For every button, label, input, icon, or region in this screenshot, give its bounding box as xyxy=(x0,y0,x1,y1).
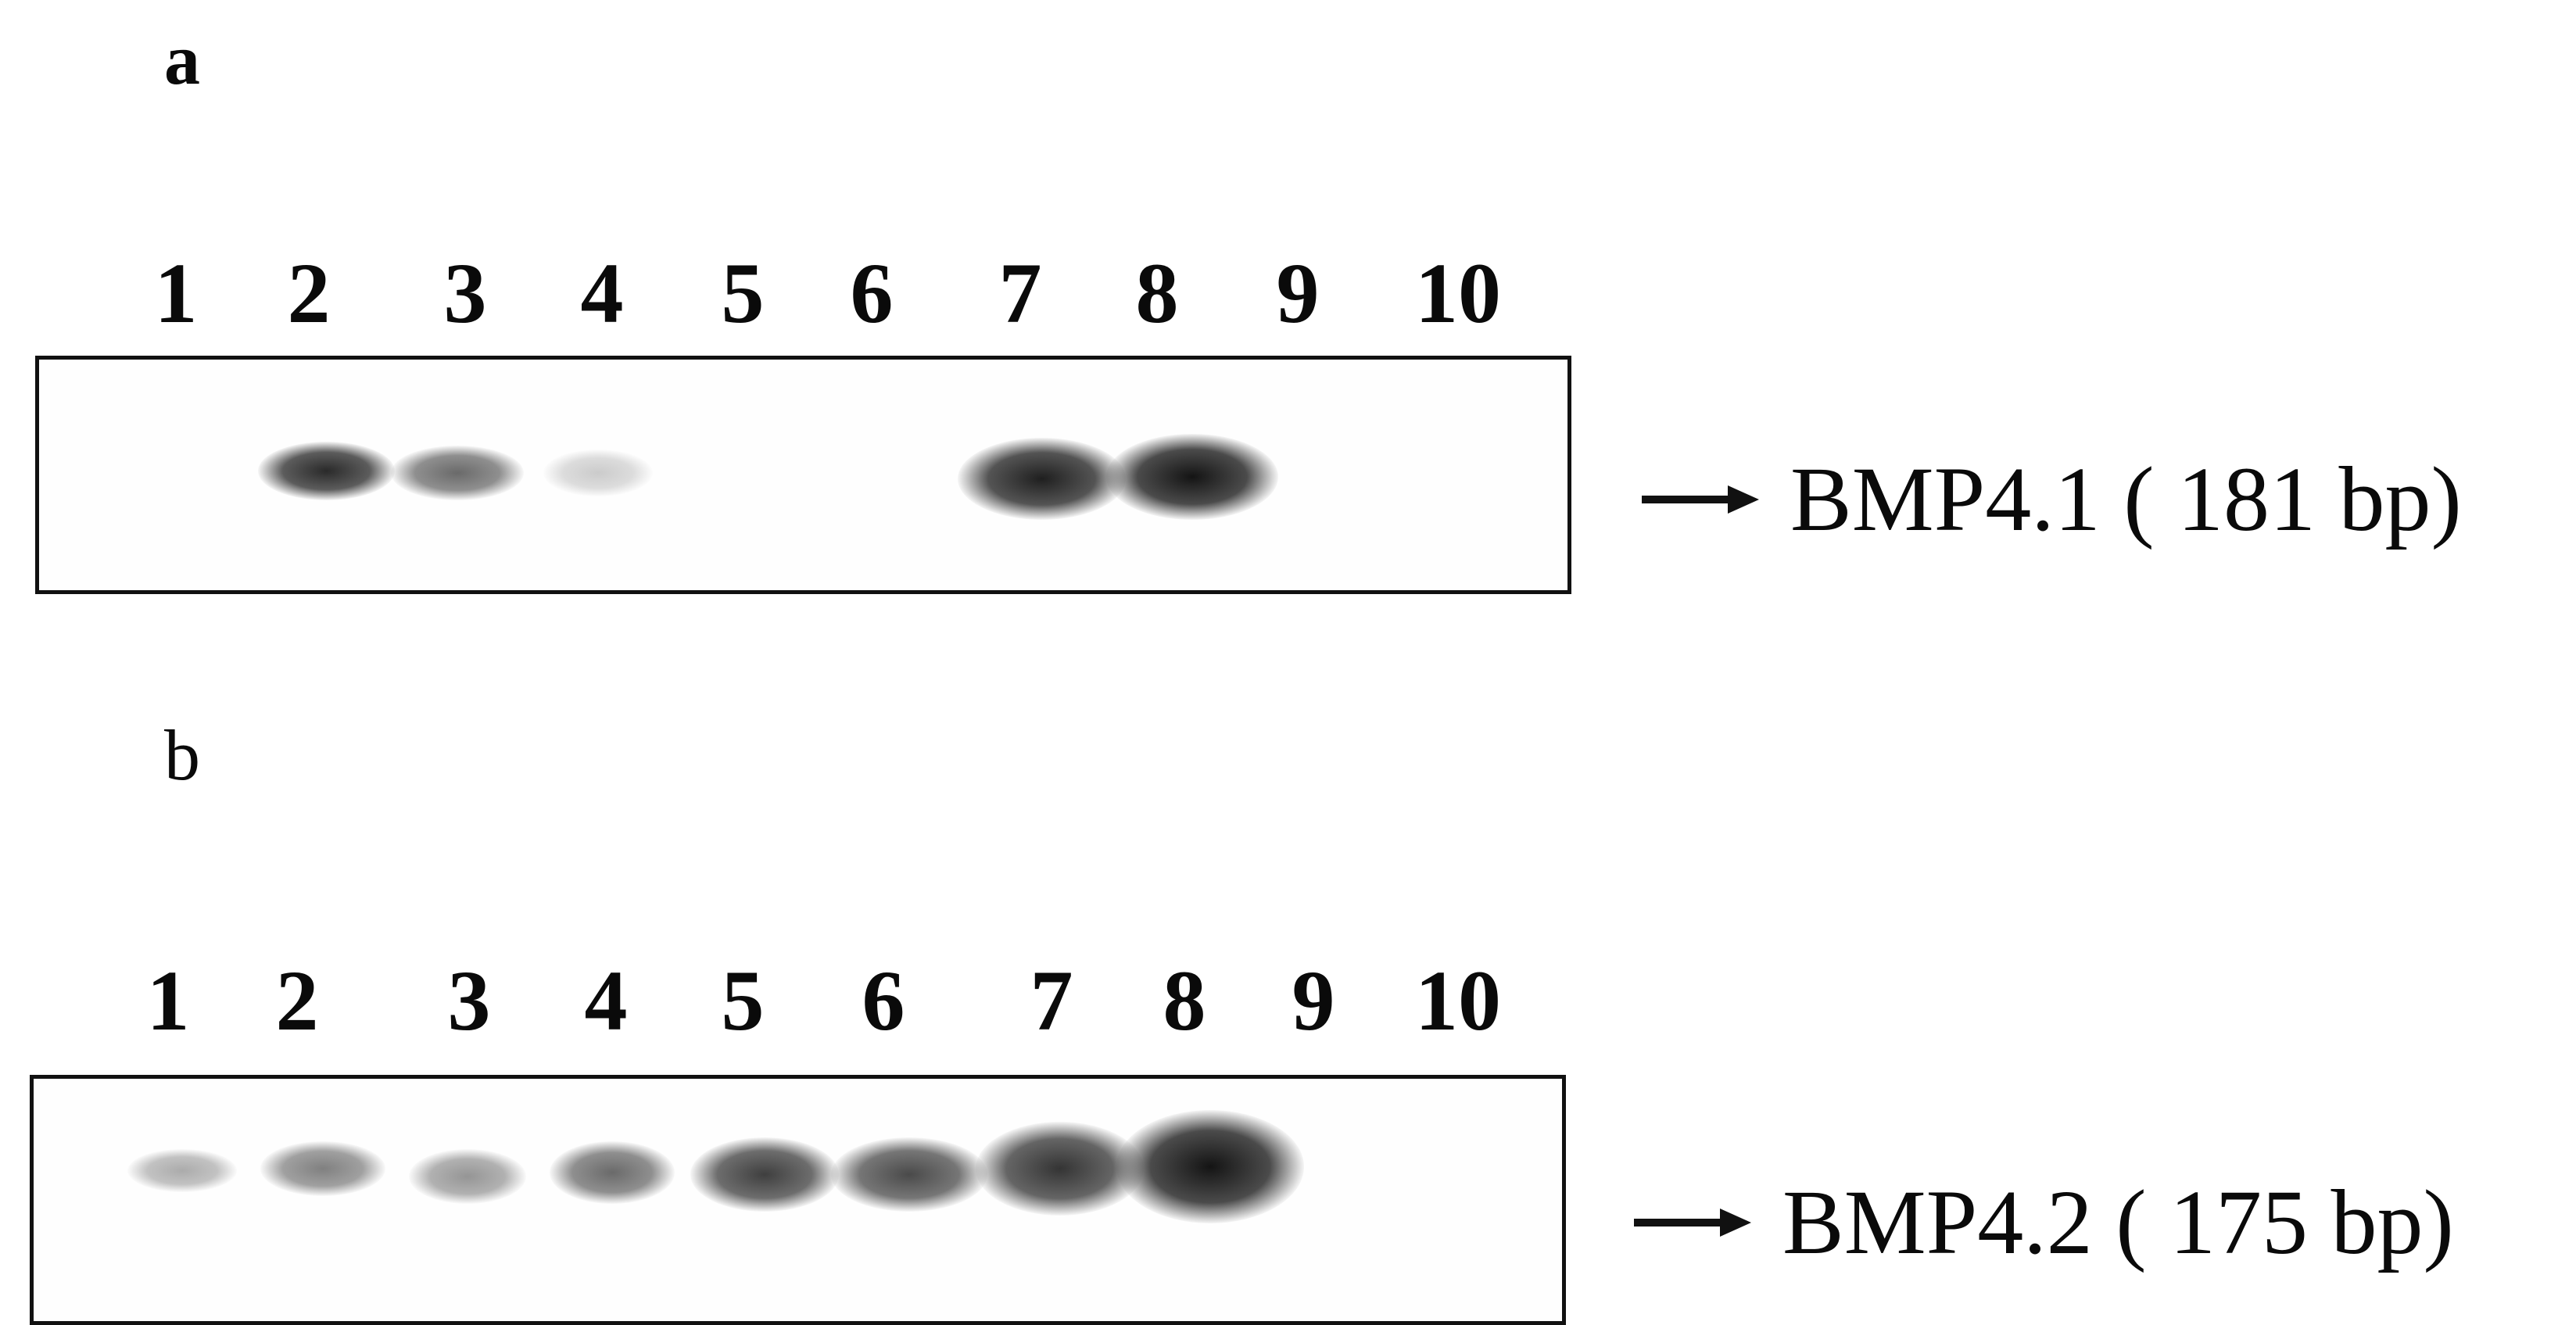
band-lane-7 xyxy=(958,438,1126,520)
lane-number: 1 xyxy=(154,245,198,341)
band-lane-3 xyxy=(409,1149,526,1204)
lane-number: 5 xyxy=(721,953,765,1048)
band-lane-8 xyxy=(1116,1110,1304,1223)
lane-number: 7 xyxy=(998,245,1042,341)
panel-b-band-label: BMP4.2 ( 175 bp) xyxy=(1634,1176,2454,1269)
band-lane-2 xyxy=(258,442,395,500)
arrow-right-icon xyxy=(1642,485,1759,514)
lane-number: 10 xyxy=(1415,245,1501,341)
panel-b-lane-numbers: 1 2 3 4 5 6 7 8 9 10 xyxy=(0,958,1642,1044)
lane-number: 6 xyxy=(850,245,894,341)
band-lane-8 xyxy=(1106,434,1278,520)
band-lane-2 xyxy=(260,1141,385,1196)
band-lane-4 xyxy=(543,449,653,496)
panel-a-band-label: BMP4.1 ( 181 bp) xyxy=(1642,453,2462,546)
lane-number: 10 xyxy=(1415,953,1501,1048)
lane-number: 9 xyxy=(1292,953,1335,1048)
lane-number: 8 xyxy=(1163,953,1206,1048)
band-label-text: BMP4.1 ( 181 bp) xyxy=(1790,448,2462,550)
panel-a-letter: a xyxy=(164,20,200,99)
band-lane-6 xyxy=(831,1137,987,1212)
band-lane-3 xyxy=(391,446,524,500)
lane-number: 3 xyxy=(447,953,491,1048)
gel-panel-b xyxy=(30,1075,1566,1325)
lane-number: 2 xyxy=(275,953,319,1048)
arrow-right-icon xyxy=(1634,1209,1751,1237)
lane-number: 5 xyxy=(721,245,765,341)
lane-number: 1 xyxy=(146,953,190,1048)
lane-number: 2 xyxy=(287,245,331,341)
gel-panel-a xyxy=(35,356,1571,594)
band-lane-1 xyxy=(127,1149,237,1192)
lane-number: 8 xyxy=(1135,245,1179,341)
panel-a-lane-numbers: 1 2 3 4 5 6 7 8 9 10 xyxy=(0,250,1642,336)
lane-number: 4 xyxy=(580,245,624,341)
lane-number: 4 xyxy=(584,953,628,1048)
lane-number: 9 xyxy=(1276,245,1320,341)
lane-number: 7 xyxy=(1030,953,1073,1048)
band-label-text: BMP4.2 ( 175 bp) xyxy=(1782,1171,2454,1273)
band-lane-4 xyxy=(550,1141,675,1204)
panel-b-letter: b xyxy=(164,715,200,795)
band-lane-5 xyxy=(690,1137,839,1212)
lane-number: 3 xyxy=(443,245,487,341)
band-lane-7 xyxy=(976,1122,1144,1216)
lane-number: 6 xyxy=(862,953,905,1048)
